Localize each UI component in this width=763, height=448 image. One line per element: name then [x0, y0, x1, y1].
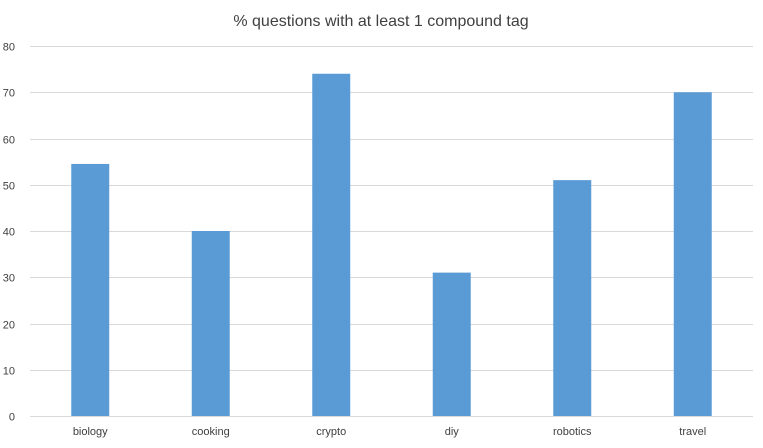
chart-title: % questions with at least 1 compound tag: [233, 13, 528, 30]
bar-travel: [673, 92, 712, 416]
x-tick-label: biology: [73, 426, 108, 438]
y-tick-label: 50: [3, 181, 15, 193]
y-tick-label: 10: [3, 366, 15, 378]
gridlines: [30, 46, 753, 417]
bar-biology: [71, 163, 110, 416]
x-tick-label: diy: [445, 426, 460, 438]
bar-diy: [432, 272, 471, 416]
bar-crypto: [312, 73, 351, 416]
x-tick-label: travel: [679, 426, 706, 438]
x-tick-label: crypto: [316, 426, 346, 438]
y-tick-label: 0: [9, 412, 15, 424]
y-tick-label: 80: [3, 42, 15, 54]
bar-cooking: [191, 231, 230, 416]
x-tick-label: cooking: [192, 426, 230, 438]
y-axis-ticks: 0 10 20 30 40 50 60 70 80: [3, 42, 15, 424]
x-tick-label: robotics: [553, 426, 592, 438]
y-tick-label: 30: [3, 273, 15, 285]
y-tick-label: 70: [3, 88, 15, 100]
x-axis-ticks: biology cooking crypto diy robotics travel: [73, 426, 706, 438]
bar-robotics: [553, 180, 592, 416]
y-tick-label: 60: [3, 135, 15, 147]
y-tick-label: 40: [3, 227, 15, 239]
bars: [71, 73, 712, 416]
y-tick-label: 20: [3, 320, 15, 332]
